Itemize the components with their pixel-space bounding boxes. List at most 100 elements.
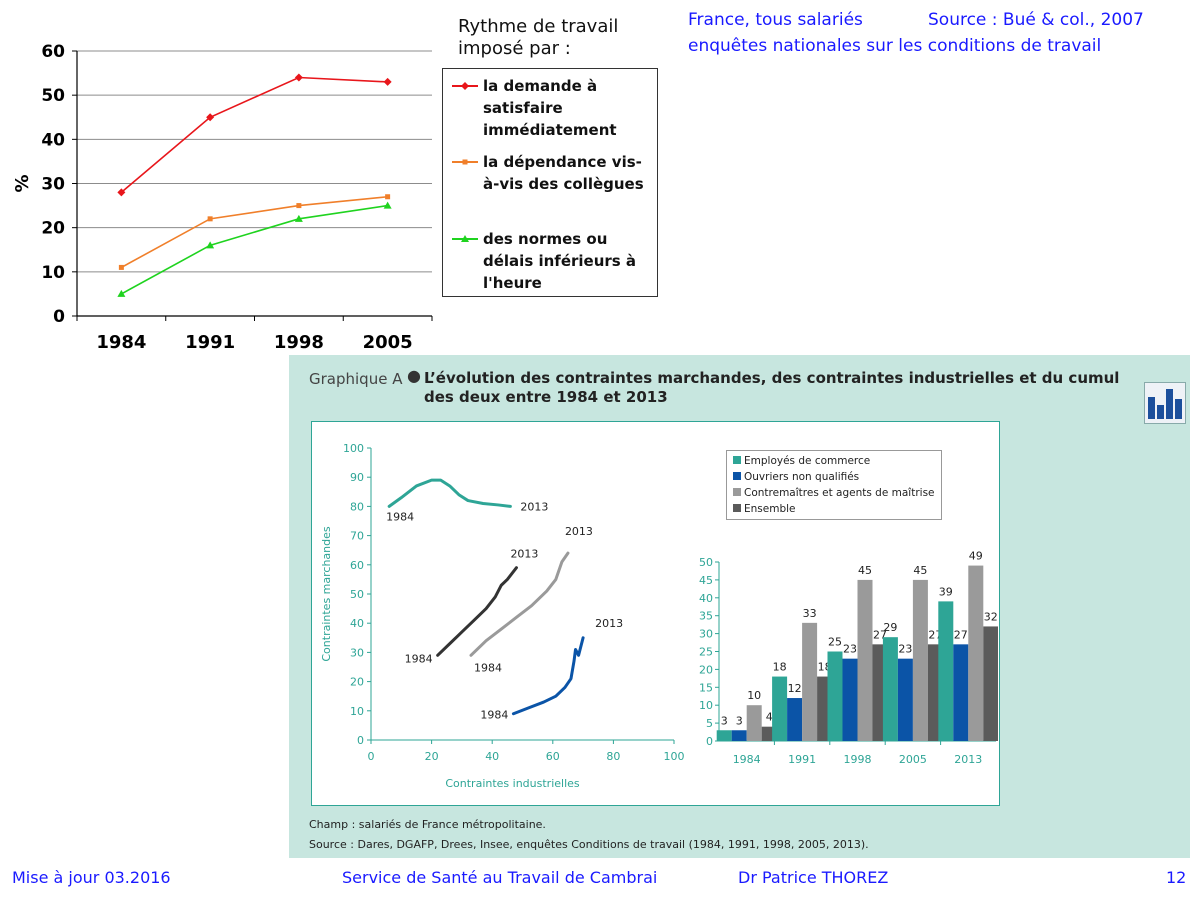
header-survey: enquêtes nationales sur les conditions d… bbox=[688, 36, 1102, 56]
note-source: Source : Dares, DGAFP, Drees, Insee, enq… bbox=[309, 838, 869, 851]
header-source: Source : Bué & col., 2007 bbox=[928, 10, 1144, 30]
bar bbox=[772, 676, 788, 741]
y-tick-label: 15 bbox=[699, 681, 713, 694]
legend-item-ensemble: Ensemble bbox=[733, 503, 796, 515]
bar-value-label: 23 bbox=[843, 643, 857, 656]
data-point bbox=[117, 289, 126, 297]
bar-value-label: 18 bbox=[773, 661, 787, 674]
series-line bbox=[120, 204, 388, 295]
legend-title-line2: imposé par : bbox=[458, 38, 571, 59]
bar-value-label: 45 bbox=[858, 564, 872, 577]
trajectory-end-label: 2013 bbox=[595, 617, 623, 630]
trajectory-line bbox=[511, 636, 585, 716]
legend-marker-orange bbox=[452, 159, 478, 165]
footer-author: Dr Patrice THOREZ bbox=[738, 868, 889, 887]
trajectory-end-label: 2013 bbox=[510, 548, 538, 561]
data-point bbox=[207, 216, 213, 222]
trajectory-line bbox=[387, 478, 512, 508]
data-point bbox=[206, 241, 215, 249]
x-tick-label: 20 bbox=[425, 750, 439, 763]
series-line bbox=[120, 195, 388, 269]
series-line bbox=[120, 76, 388, 193]
x-tick-label: 1984 bbox=[733, 753, 761, 766]
x-tick-label: 1998 bbox=[274, 332, 324, 353]
data-point bbox=[117, 188, 126, 197]
x-tick-label: 1984 bbox=[96, 332, 146, 353]
x-tick-label: 60 bbox=[546, 750, 560, 763]
footer-service: Service de Santé au Travail de Cambrai bbox=[342, 868, 658, 887]
y-tick-label: 5 bbox=[706, 717, 713, 730]
bar-value-label: 49 bbox=[969, 550, 983, 563]
y-tick-label: 50 bbox=[41, 86, 65, 106]
trajectory-start-label: 1984 bbox=[474, 661, 502, 674]
legend-marker-green bbox=[452, 235, 478, 242]
legend-swatch-employes bbox=[733, 456, 741, 464]
bar bbox=[857, 579, 873, 741]
legend-marker-red bbox=[452, 82, 478, 90]
chart1-line-chart: 0 10 20 30 40 50 60 1984 1991 1998 2005% bbox=[12, 42, 433, 353]
x-tick-label: 100 bbox=[664, 750, 685, 763]
bar bbox=[882, 637, 898, 741]
bar bbox=[787, 698, 803, 741]
trajectory-line bbox=[436, 566, 518, 657]
graphique-a-bullet: ● bbox=[407, 366, 421, 385]
bar-value-label: 3 bbox=[736, 714, 743, 727]
bar bbox=[897, 658, 913, 741]
trajectory-line bbox=[469, 551, 570, 657]
x-tick-label: 0 bbox=[368, 750, 375, 763]
bar-value-label: 3 bbox=[721, 714, 728, 727]
bar bbox=[802, 622, 818, 741]
x-tick-label: 2013 bbox=[954, 753, 982, 766]
y-tick-label: 20 bbox=[699, 663, 713, 676]
y-tick-label: 50 bbox=[699, 556, 713, 569]
bar bbox=[731, 730, 747, 741]
x-tick-label: 1991 bbox=[185, 332, 235, 353]
graphique-a-title: L’évolution des contraintes marchandes, … bbox=[424, 369, 1120, 406]
y-axis-label: % bbox=[12, 174, 33, 192]
y-tick-label: 0 bbox=[706, 735, 713, 748]
note-champ: Champ : salariés de France métropolitain… bbox=[309, 818, 546, 831]
y-tick-label: 0 bbox=[357, 734, 364, 747]
data-point bbox=[296, 203, 302, 209]
data-point bbox=[118, 264, 124, 270]
y-tick-label: 60 bbox=[41, 42, 65, 62]
y-tick-label: 45 bbox=[699, 574, 713, 587]
data-point bbox=[385, 194, 391, 200]
legend-swatch-contremaitres bbox=[733, 488, 741, 496]
header-subject: France, tous salariés bbox=[688, 10, 863, 30]
legend-title-line1: Rythme de travail bbox=[458, 16, 619, 37]
y-tick-label: 10 bbox=[350, 705, 364, 718]
y-tick-label: 60 bbox=[350, 559, 364, 572]
bar bbox=[842, 658, 858, 741]
legend-label-ouvriers: Ouvriers non qualifiés bbox=[744, 471, 860, 483]
y-tick-label: 30 bbox=[699, 628, 713, 641]
y-axis-label: Contraintes marchandes bbox=[320, 526, 333, 662]
legend-item-employes: Employés de commerce bbox=[733, 455, 870, 467]
bar-value-label: 33 bbox=[803, 607, 817, 620]
y-tick-label: 40 bbox=[41, 130, 65, 150]
y-tick-label: 90 bbox=[350, 471, 364, 484]
legend-label-contremaitres: Contremaîtres et agents de maîtrise bbox=[744, 487, 935, 499]
legend-label-employes: Employés de commerce bbox=[744, 455, 871, 467]
x-tick-label: 80 bbox=[606, 750, 620, 763]
legend-label-demande: la demande à satisfaire immédiatement bbox=[483, 77, 617, 139]
y-tick-label: 10 bbox=[41, 263, 65, 283]
data-point bbox=[383, 77, 392, 86]
bar bbox=[827, 651, 843, 741]
legend-item-contremaitres: Contremaîtres et agents de maîtrise bbox=[733, 487, 935, 499]
bar-value-label: 29 bbox=[883, 621, 897, 634]
footer-date: Mise à jour 03.2016 bbox=[12, 868, 171, 887]
data-point bbox=[294, 214, 303, 222]
bar-value-label: 12 bbox=[788, 682, 802, 695]
legend-label-dependance: la dépendance vis-à-vis des collègues bbox=[483, 153, 644, 193]
legend-swatch-ouvriers bbox=[733, 472, 741, 480]
bar bbox=[983, 626, 998, 741]
bar-value-label: 23 bbox=[898, 643, 912, 656]
bar-value-label: 32 bbox=[984, 610, 998, 623]
y-tick-label: 0 bbox=[53, 307, 65, 327]
x-tick-label: 2005 bbox=[363, 332, 413, 353]
y-tick-label: 20 bbox=[41, 219, 65, 239]
legend-label-ensemble: Ensemble bbox=[744, 503, 796, 515]
data-point bbox=[294, 73, 303, 82]
